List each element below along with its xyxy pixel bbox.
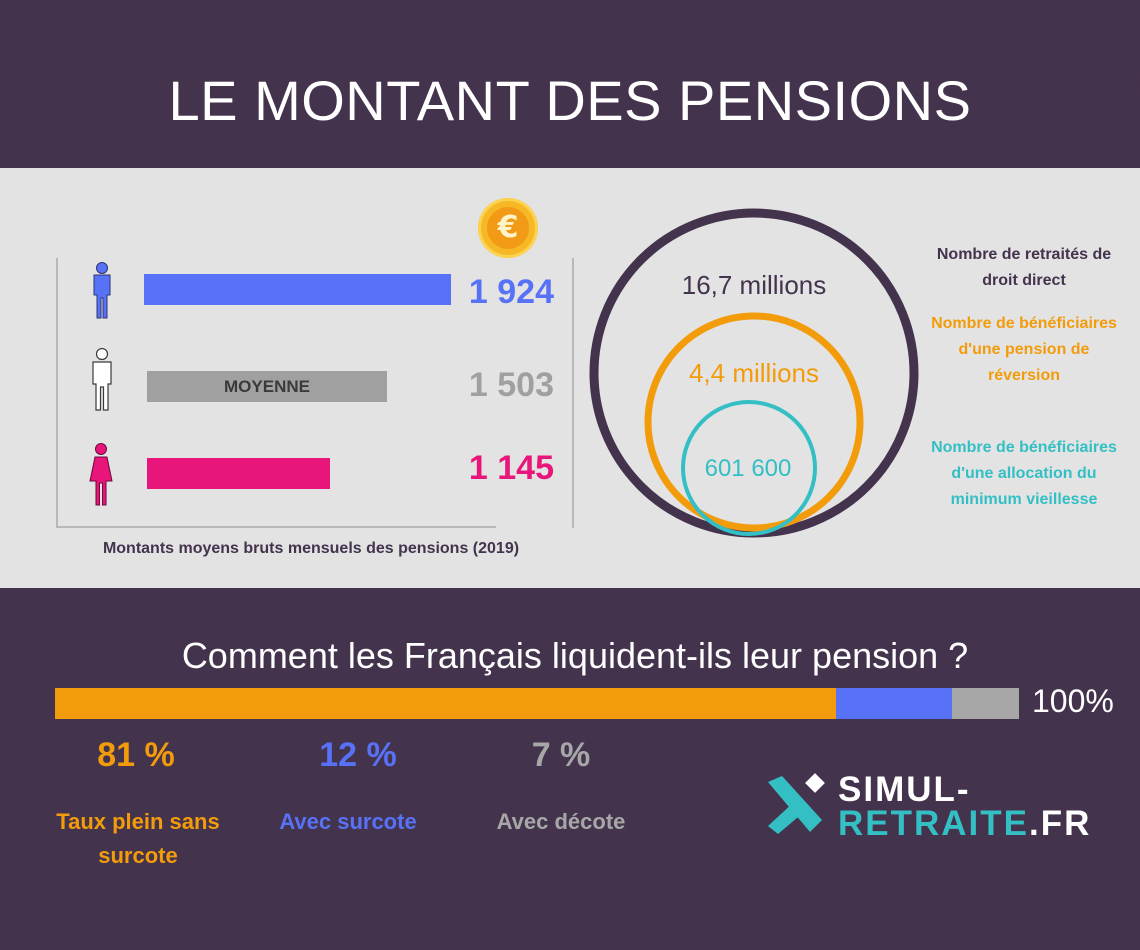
segment-decote: [952, 688, 1019, 719]
circle-inner: [681, 400, 817, 536]
legend-outer: Nombre de retraités de droit direct: [936, 246, 1112, 289]
label-surcote: Avec surcote: [279, 809, 417, 834]
woman-icon: [89, 443, 113, 506]
chart-axis-bottom: [56, 526, 496, 528]
man-icon: [93, 262, 111, 319]
header-banner: [0, 0, 1140, 168]
pensions-caption: Montants moyens bruts mensuels des pensi…: [102, 540, 520, 557]
pct-decote: 7 %: [531, 736, 591, 774]
legend-middle: Nombre de bénéficiaires d'une pension de…: [931, 315, 1117, 384]
question-title: Comment les Français liquident-ils leur …: [181, 635, 969, 676]
euro-coin-icon: €: [478, 198, 538, 258]
pct-surcote: 12 %: [319, 736, 397, 774]
value-men: 1 924: [468, 273, 554, 311]
legend-inner: Nombre de bénéficiaires d'une allocation…: [931, 439, 1117, 508]
logo-suffix: .FR: [1029, 804, 1092, 843]
value-women: 1 145: [468, 449, 554, 487]
circle-middle: [644, 312, 864, 532]
circle-inner-label: 601 600: [704, 455, 792, 482]
euro-symbol: €: [487, 207, 529, 249]
pct-taux-plein: 81 %: [97, 736, 175, 774]
logo-mark-icon: [768, 773, 825, 834]
logo-line1: SIMUL-: [838, 770, 971, 809]
chart-divider: [572, 258, 574, 528]
page-title: LE MONTANT DES PENSIONS: [168, 69, 972, 132]
bar-men: [144, 274, 451, 305]
logo-retraite: RETRAITE: [838, 804, 1029, 843]
value-average: 1 503: [468, 366, 554, 404]
label-decote: Avec décote: [496, 809, 626, 834]
label-taux-plein: Taux plein sans surcote: [56, 809, 220, 868]
segment-taux-plein: [55, 688, 836, 719]
bar-average-label: MOYENNE: [224, 377, 310, 396]
segment-surcote: [836, 688, 952, 719]
circle-outer-label: 16,7 millions: [681, 270, 827, 300]
nested-circles: [589, 208, 919, 538]
total-label: 100%: [1032, 683, 1114, 719]
logo-line2: RETRAITE.FR: [838, 806, 1091, 842]
circle-middle-label: 4,4 millions: [688, 358, 820, 388]
bar-average: [147, 371, 387, 402]
bar-women: [147, 458, 330, 489]
chart-axis-left: [56, 258, 58, 528]
person-average-icon: [92, 348, 112, 411]
